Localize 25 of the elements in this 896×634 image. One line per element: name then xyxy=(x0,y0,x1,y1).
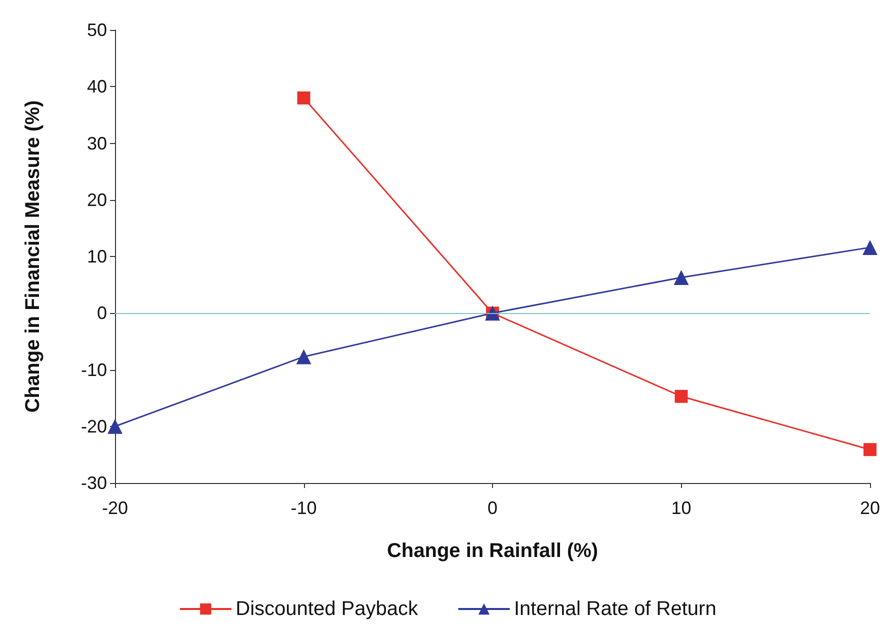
point xyxy=(862,240,878,255)
point xyxy=(674,390,688,403)
x-tick-label: -10 xyxy=(290,498,317,518)
y-tick-label: -30 xyxy=(80,473,107,493)
y-tick-label: 20 xyxy=(86,190,107,210)
point xyxy=(674,270,689,285)
x-tick-label: 10 xyxy=(671,498,692,518)
point xyxy=(297,91,310,104)
x-tick-label: 0 xyxy=(487,498,498,518)
x-tick-label: -20 xyxy=(102,498,128,518)
y-tick-label: 50 xyxy=(86,20,107,40)
x-axis-title: Change in Rainfall (%) xyxy=(386,540,598,562)
point xyxy=(296,349,312,364)
x-tick-label: 20 xyxy=(860,498,880,518)
point xyxy=(864,443,876,456)
y-tick-label: 0 xyxy=(96,303,107,324)
y-tick-label: 40 xyxy=(86,76,107,97)
y-tick-label: -10 xyxy=(80,360,107,380)
y-tick-label: 10 xyxy=(86,246,107,266)
point xyxy=(108,418,122,434)
y-tick-label: 30 xyxy=(86,133,107,154)
legend-label: Internal Rate of Return xyxy=(514,598,716,620)
y-axis-title: Change in Financial Measure (%) xyxy=(22,100,44,413)
y-tick-label: -20 xyxy=(80,416,107,436)
legend-label: Discounted Payback xyxy=(236,598,419,620)
